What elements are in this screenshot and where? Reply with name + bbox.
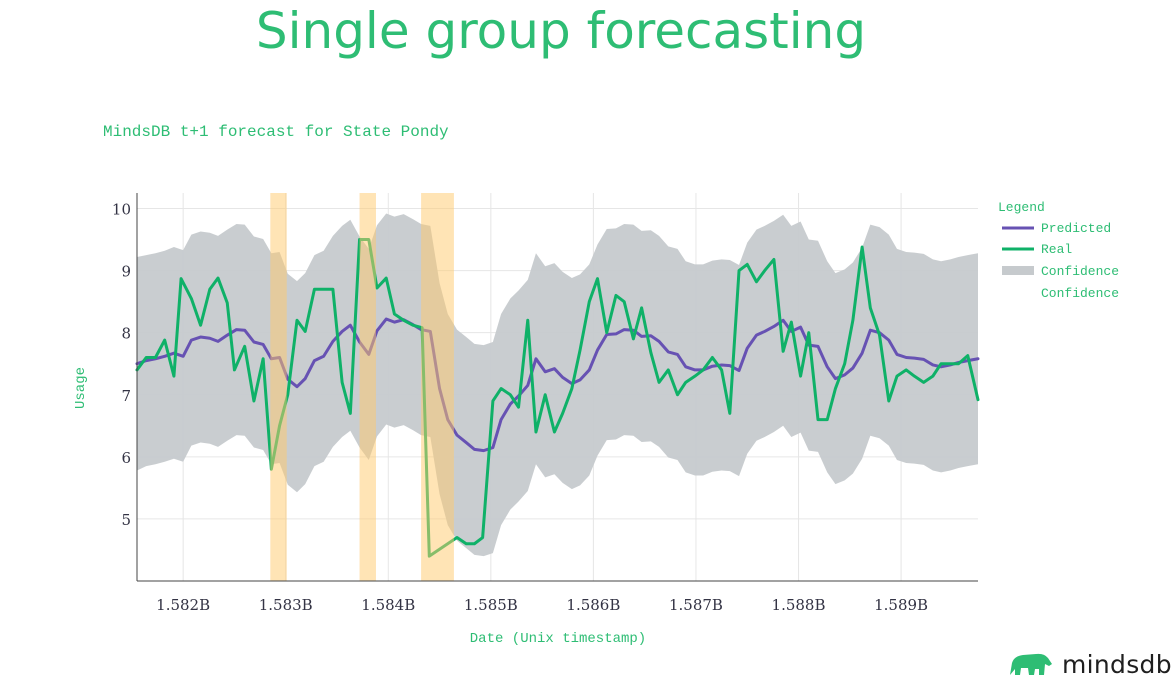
confidence-band-layer — [137, 213, 978, 557]
y-tick-label: 10 — [112, 201, 131, 219]
legend-item-confidence[interactable]: Confidence — [1002, 264, 1119, 279]
anomaly-highlight — [421, 193, 454, 581]
x-tick-label: 1.589B — [874, 596, 928, 614]
mindsdb-brand: mindsdb — [1008, 648, 1172, 680]
legend-label-real: Real — [1041, 242, 1072, 257]
legend-label-predicted: Predicted — [1041, 221, 1111, 236]
legend-label-confidence-2: Confidence — [1041, 286, 1119, 301]
chart-legend: Legend Predicted Real Confidence Confide… — [998, 200, 1119, 301]
brand-wordmark: mindsdb — [1062, 649, 1172, 679]
legend-label-confidence: Confidence — [1041, 264, 1119, 279]
legend-item-confidence-2[interactable]: Confidence — [1041, 286, 1119, 301]
legend-item-real[interactable]: Real — [1002, 242, 1072, 257]
x-axis-label: Date (Unix timestamp) — [470, 631, 646, 647]
y-tick-label: 5 — [121, 511, 131, 529]
chart-title: MindsDB t+1 forecast for State Pondy — [103, 123, 449, 141]
forecast-chart: MindsDB t+1 forecast for State Pondy 1.5… — [73, 123, 1119, 647]
legend-swatch-confidence — [1002, 266, 1034, 275]
x-tick-label: 1.583B — [259, 596, 313, 614]
x-tick-label: 1.588B — [772, 596, 826, 614]
y-tick-label: 6 — [121, 449, 131, 467]
x-tick-label: 1.585B — [464, 596, 518, 614]
bear-logo-icon — [1010, 653, 1052, 675]
legend-title: Legend — [998, 200, 1045, 215]
anomaly-highlight — [359, 193, 376, 581]
x-tick-label: 1.587B — [669, 596, 723, 614]
anomaly-highlight-layer — [270, 193, 454, 581]
y-tick-labels: 5 6 7 8 9 10 — [112, 201, 131, 529]
confidence-band — [137, 213, 978, 557]
anomaly-highlight — [270, 193, 287, 581]
y-axis-label: Usage — [73, 367, 89, 409]
x-tick-labels: 1.582B 1.583B 1.584B 1.585B 1.586B 1.587B 1.58… — [156, 596, 928, 614]
y-tick-label: 9 — [121, 263, 131, 281]
legend-item-predicted[interactable]: Predicted — [1002, 221, 1111, 236]
x-tick-label: 1.584B — [361, 596, 415, 614]
axes — [136, 193, 978, 582]
x-tick-label: 1.586B — [566, 596, 620, 614]
x-tick-label: 1.582B — [156, 596, 210, 614]
y-tick-label: 7 — [121, 387, 131, 405]
y-tick-label: 8 — [121, 325, 131, 343]
slide-title: Single group forecasting — [255, 2, 867, 60]
